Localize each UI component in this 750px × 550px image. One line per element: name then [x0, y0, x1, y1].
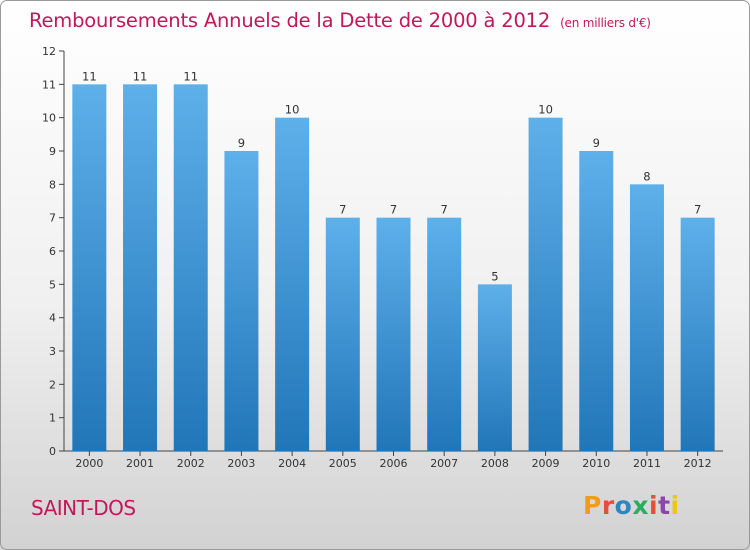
y-tick-label: 6 [49, 245, 56, 258]
y-tick-label: 11 [42, 78, 56, 91]
y-tick-label: 1 [49, 412, 56, 425]
chart-title-unit: (en milliers d'€) [560, 16, 651, 30]
logo-letter: x [632, 491, 649, 520]
data-label-2004: 10 [285, 103, 300, 117]
logo-letter: o [614, 491, 633, 520]
data-label-2001: 11 [133, 69, 148, 83]
x-tick-label-2006: 2006 [380, 457, 408, 470]
x-tick-label-2007: 2007 [430, 457, 458, 470]
bar-2004 [275, 117, 310, 452]
chart-title-text: Remboursements Annuels de la Dette de 20… [29, 9, 551, 32]
y-tick-label: 12 [42, 45, 56, 58]
y-tick-label: 7 [49, 212, 56, 225]
data-label-2007: 7 [441, 203, 448, 217]
y-tick-label: 2 [49, 378, 56, 391]
chart-title: Remboursements Annuels de la Dette de 20… [29, 9, 651, 32]
x-tick-label-2009: 2009 [532, 457, 560, 470]
data-label-2009: 10 [538, 103, 553, 117]
logo-letter: t [658, 491, 671, 520]
x-tick-label-2012: 2012 [684, 457, 712, 470]
y-tick-label: 10 [42, 112, 56, 125]
data-label-2005: 7 [339, 203, 346, 217]
x-tick-label-2005: 2005 [329, 457, 357, 470]
x-tick-label-2001: 2001 [126, 457, 154, 470]
logo-letter: r [601, 491, 615, 520]
bar-2001 [123, 84, 158, 451]
data-label-2002: 11 [183, 69, 198, 83]
y-tick-label: 8 [49, 178, 56, 191]
logo-letter: i [649, 491, 659, 520]
data-label-2000: 11 [82, 69, 97, 83]
bar-2008 [477, 284, 512, 451]
data-label-2008: 5 [491, 269, 498, 283]
bar-2002 [173, 84, 208, 451]
bar-2005 [325, 217, 360, 451]
y-tick-label: 3 [49, 345, 56, 358]
y-tick-label: 4 [49, 312, 56, 325]
bar-2000 [72, 84, 107, 451]
bar-2010 [579, 151, 614, 451]
bar-2009 [528, 117, 563, 452]
x-tick-label-2002: 2002 [177, 457, 205, 470]
x-tick-label-2004: 2004 [278, 457, 306, 470]
bar-2006 [376, 217, 411, 451]
bar-2003 [224, 151, 259, 451]
chart-x-tick-labels: 2000 2001 2002 2003 2004 2005 2006 2007 2008 2009… [75, 457, 711, 470]
bar-2012 [680, 217, 715, 451]
y-tick-label: 9 [49, 145, 56, 158]
commune-name: SAINT-DOS [31, 496, 136, 520]
chart-data-labels: 11 11 11 9 10 7 7 7 5 10 9 8 7 [82, 69, 701, 283]
x-tick-label-2010: 2010 [582, 457, 610, 470]
chart-bars [72, 84, 715, 452]
proxiti-logo: Proxiti [583, 491, 680, 520]
bar-2007 [427, 217, 462, 451]
bar-2011 [629, 184, 664, 452]
x-tick-label-2008: 2008 [481, 457, 509, 470]
x-tick-label-2000: 2000 [75, 457, 103, 470]
x-tick-label-2011: 2011 [633, 457, 661, 470]
y-tick-label: 0 [49, 445, 56, 458]
logo-letter: i [670, 491, 680, 520]
y-tick-label: 5 [49, 278, 56, 291]
data-label-2006: 7 [390, 203, 397, 217]
data-label-2003: 9 [238, 136, 245, 150]
data-label-2011: 8 [643, 169, 650, 183]
logo-letter: P [583, 491, 602, 520]
data-label-2010: 9 [593, 136, 600, 150]
x-tick-label-2003: 2003 [227, 457, 255, 470]
data-label-2012: 7 [694, 203, 701, 217]
